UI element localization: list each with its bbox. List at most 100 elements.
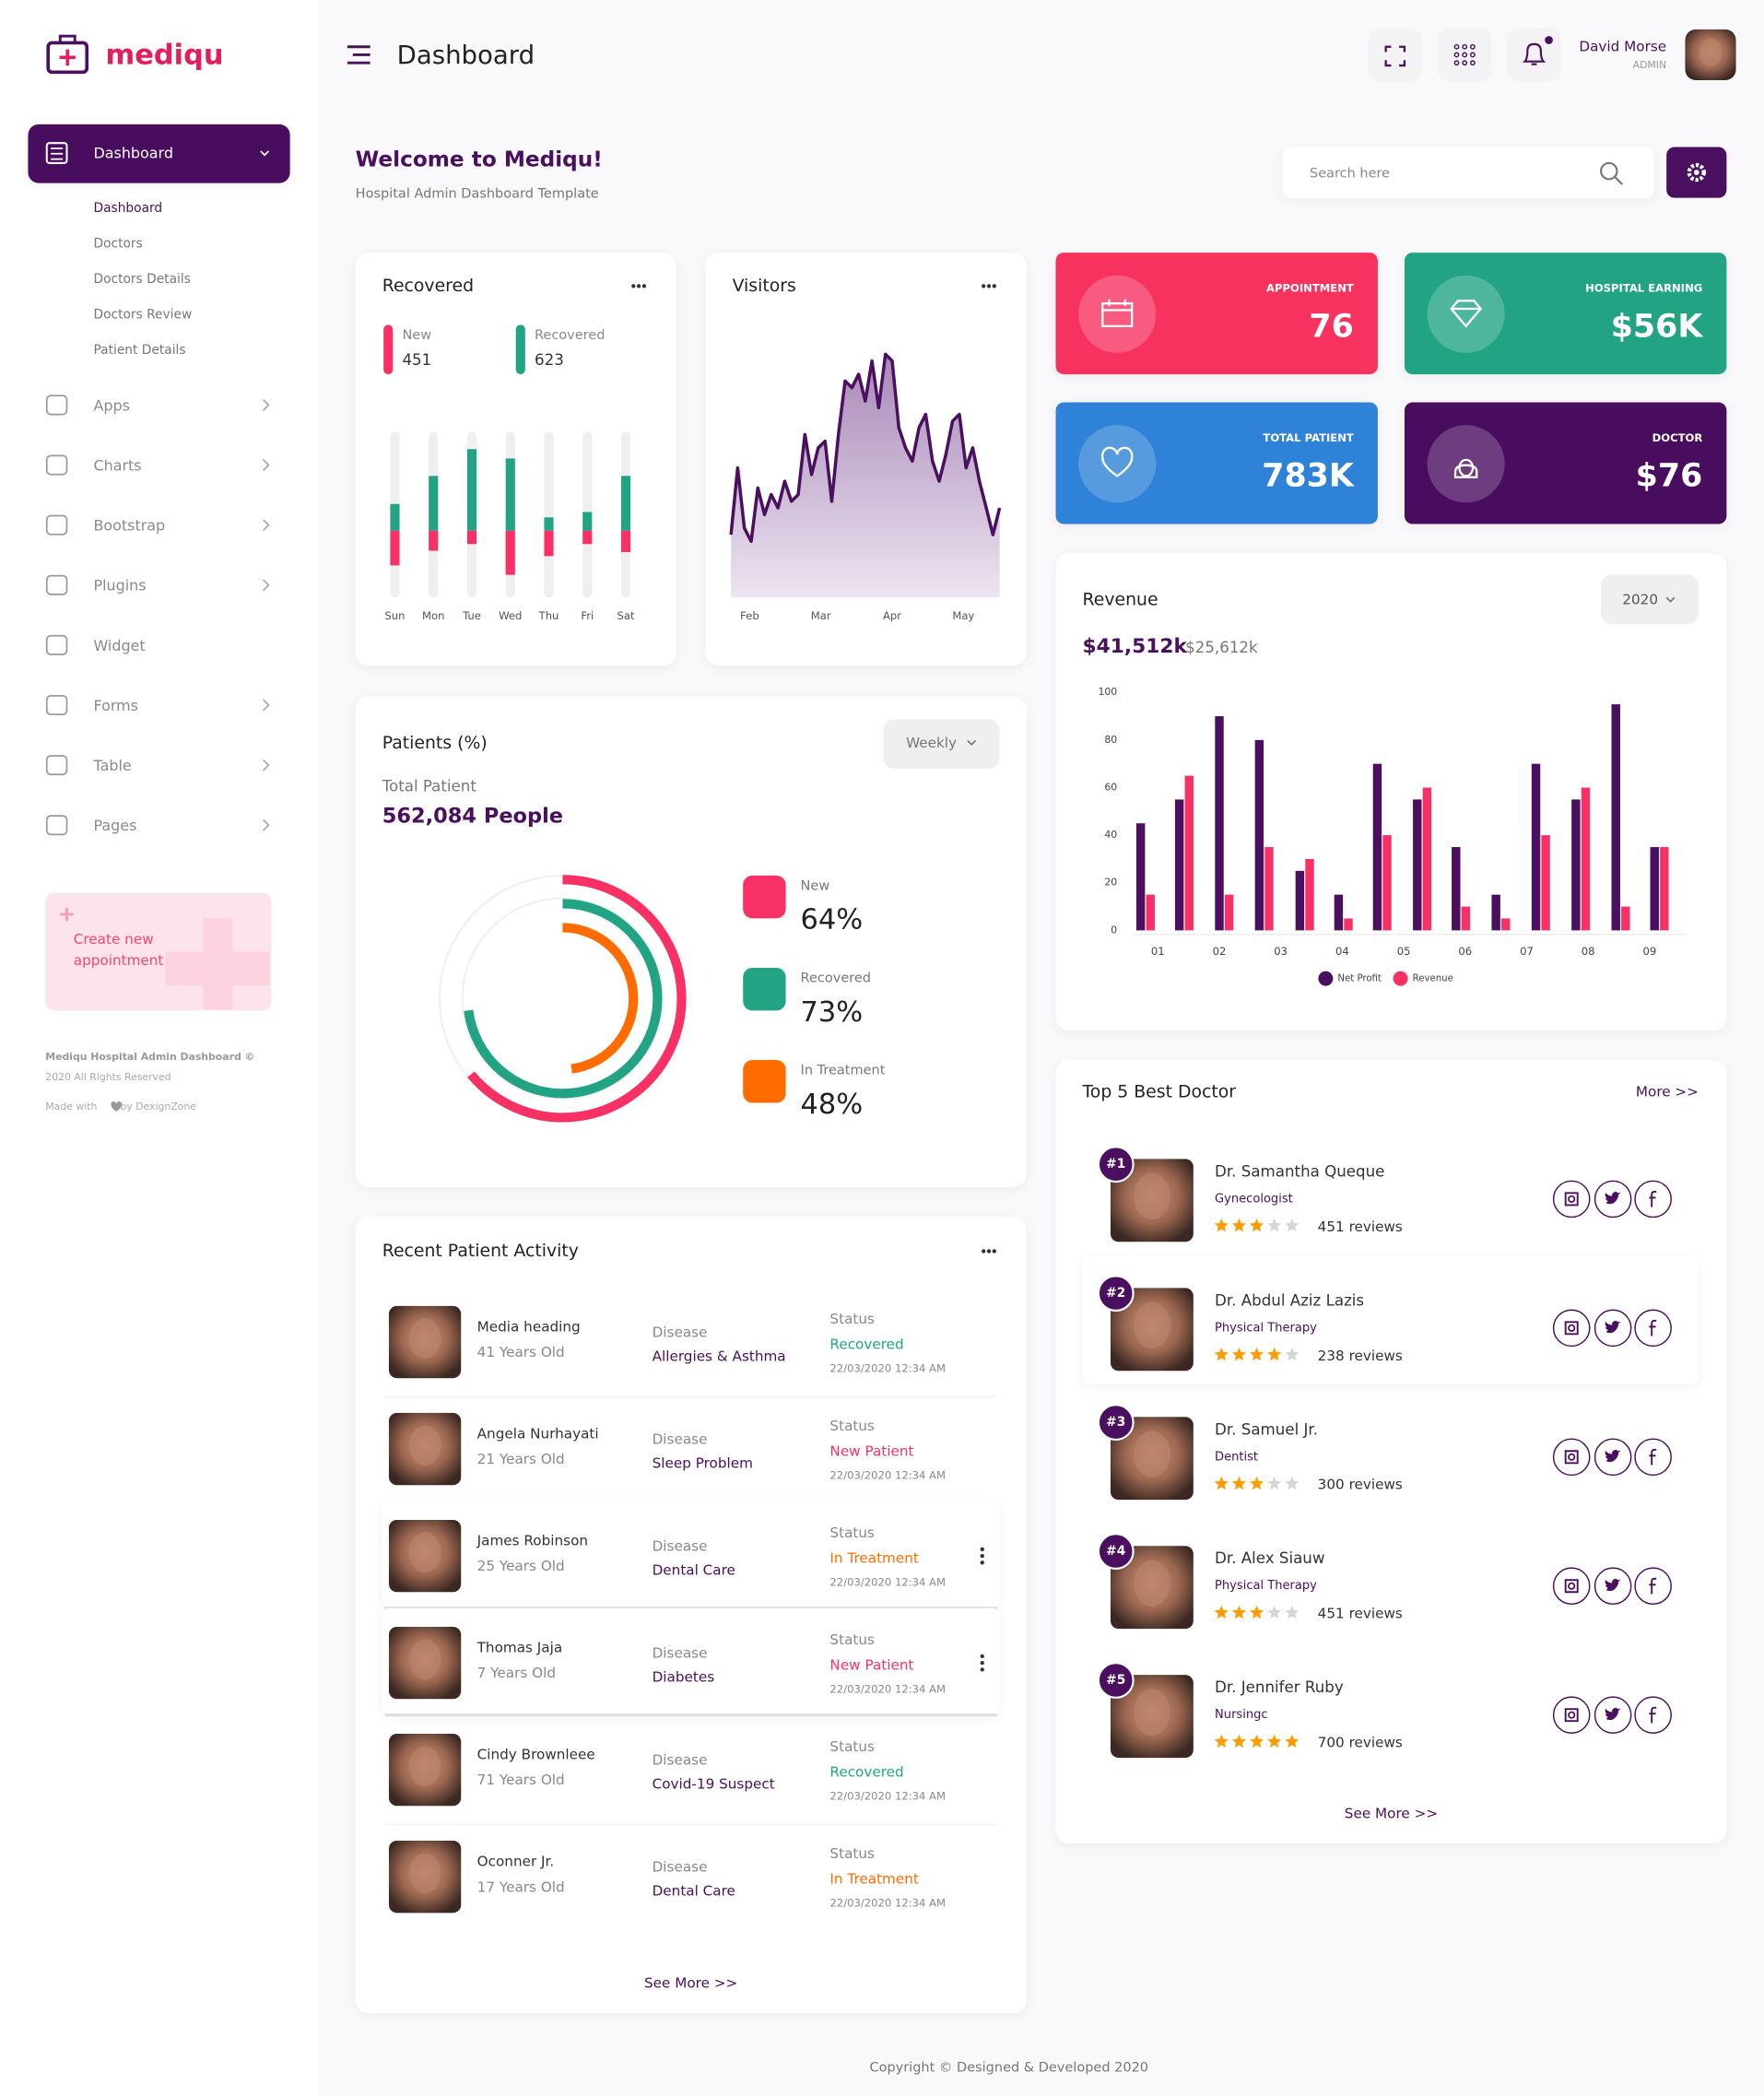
- period-dropdown[interactable]: [883, 719, 1000, 769]
- social-icon: [1605, 1192, 1621, 1205]
- x-tick-label: 04: [1335, 945, 1349, 958]
- header-button[interactable]: [1507, 28, 1561, 82]
- x-tick-label: Thu: [538, 609, 559, 622]
- submenu-item[interactable]: Patient Details: [94, 343, 186, 358]
- y-tick-label: 0: [1111, 924, 1117, 936]
- social-button[interactable]: [1634, 1567, 1672, 1606]
- x-tick-label: Tue: [462, 609, 481, 622]
- stat-icon: [1450, 300, 1483, 328]
- reviews: 300 reviews: [1318, 1477, 1403, 1493]
- legend-swatch: [743, 875, 786, 919]
- star: [1267, 1218, 1282, 1232]
- stat-value: $56K: [1611, 308, 1705, 345]
- chevron: [263, 399, 270, 411]
- avatar-face: [1134, 1689, 1170, 1736]
- status-label: Status: [829, 1738, 875, 1755]
- patient-name: Angela Nurhayati: [477, 1426, 599, 1442]
- submenu-item[interactable]: Doctors: [94, 237, 143, 252]
- menu-icon: [45, 574, 68, 595]
- header-button[interactable]: [1368, 28, 1422, 82]
- search-icon: [1614, 176, 1624, 185]
- x-tick-label: Apr: [883, 609, 901, 622]
- stat-value: 783K: [1262, 458, 1356, 495]
- patient-name: Cindy Brownleee: [477, 1747, 595, 1763]
- x-tick-label: 03: [1274, 945, 1288, 958]
- bar: [429, 530, 439, 551]
- stat-icon-bg: [1078, 425, 1157, 503]
- menu-dot: [986, 284, 992, 288]
- social-button[interactable]: [1552, 1438, 1591, 1477]
- menu-label[interactable]: Bootstrap: [94, 517, 166, 535]
- footer-text: Mediqu Hospital Admin Dashboard ©: [45, 1051, 254, 1063]
- stat-icon-bg: [1427, 425, 1505, 503]
- legend-swatch: [383, 324, 394, 375]
- sidebar: [0, 0, 319, 2096]
- chevron: [967, 739, 977, 747]
- bar: [620, 530, 631, 552]
- menu-label[interactable]: Widget: [94, 637, 146, 654]
- header-button[interactable]: [1438, 28, 1492, 82]
- menu-active[interactable]: [28, 124, 290, 183]
- area-line: [729, 352, 1002, 544]
- avatar-face: [1699, 38, 1723, 67]
- menu-label[interactable]: Charts: [94, 456, 142, 474]
- submenu-item[interactable]: Dashboard: [94, 201, 163, 216]
- social-button[interactable]: [1634, 1438, 1672, 1477]
- star: [1231, 1605, 1247, 1619]
- status: New Patient: [829, 1657, 913, 1674]
- star: [1214, 1734, 1229, 1749]
- more-link[interactable]: More >>: [1636, 1083, 1699, 1100]
- social-button[interactable]: [1634, 1309, 1672, 1348]
- star: [1231, 1734, 1247, 1749]
- period-dropdown[interactable]: [1601, 574, 1699, 625]
- search-box[interactable]: [1283, 147, 1655, 198]
- social-icon: [1564, 1708, 1579, 1723]
- bar: [390, 530, 400, 566]
- apps-dot: [1462, 43, 1468, 50]
- status-label: Status: [829, 1418, 875, 1434]
- submenu-item[interactable]: Doctors Review: [94, 308, 193, 323]
- stat-icon-bg: [1427, 275, 1505, 353]
- status: Recovered: [829, 1336, 903, 1352]
- x-tick-label: Feb: [740, 609, 759, 622]
- y-tick-label: 60: [1104, 781, 1117, 793]
- submenu-item[interactable]: Doctors Details: [94, 272, 191, 287]
- stat-label: HOSPITAL EARNING: [1585, 282, 1702, 295]
- disease: Covid-19 Suspect: [653, 1776, 775, 1793]
- x-tick-label: 02: [1213, 945, 1227, 958]
- social-button[interactable]: [1552, 1567, 1591, 1606]
- legend-label: New: [801, 879, 830, 894]
- menu-label[interactable]: Table: [93, 757, 132, 774]
- social-button[interactable]: [1634, 1696, 1672, 1734]
- search-placeholder: Search here: [1310, 167, 1390, 182]
- bar: [1660, 847, 1669, 931]
- menu-label[interactable]: Plugins: [94, 577, 147, 595]
- social-icon: [1564, 1579, 1579, 1594]
- social-icon: [1649, 1448, 1657, 1466]
- row-highlight: [1082, 1255, 1699, 1384]
- rank: #5: [1106, 1673, 1125, 1688]
- stat-card: [1055, 402, 1378, 524]
- menu-label[interactable]: Apps: [94, 396, 130, 414]
- social-button[interactable]: [1552, 1696, 1591, 1734]
- see-more[interactable]: See More >>: [644, 1975, 737, 1992]
- social-button[interactable]: [1634, 1180, 1672, 1219]
- bar: [620, 476, 631, 531]
- hamburger[interactable]: [347, 45, 370, 65]
- see-more[interactable]: See More >>: [1345, 1805, 1438, 1821]
- social-icon: [1568, 1324, 1576, 1332]
- menu-label[interactable]: Pages: [94, 817, 137, 834]
- avatar-face: [408, 1532, 441, 1573]
- patient-age: 71 Years Old: [477, 1772, 565, 1788]
- social-button[interactable]: [1552, 1180, 1591, 1219]
- rank: #1: [1106, 1157, 1125, 1172]
- footer-text: Made with: [45, 1101, 97, 1113]
- logo-handle: [58, 34, 76, 44]
- menu-label[interactable]: Forms: [94, 697, 138, 714]
- legend-label: Recovered: [535, 328, 605, 343]
- promo-text: Create new appointment: [73, 931, 164, 970]
- rank-badge: [1097, 1146, 1135, 1183]
- social-button[interactable]: [1552, 1309, 1591, 1348]
- bar: [1146, 894, 1155, 931]
- menu-icon: [45, 755, 68, 776]
